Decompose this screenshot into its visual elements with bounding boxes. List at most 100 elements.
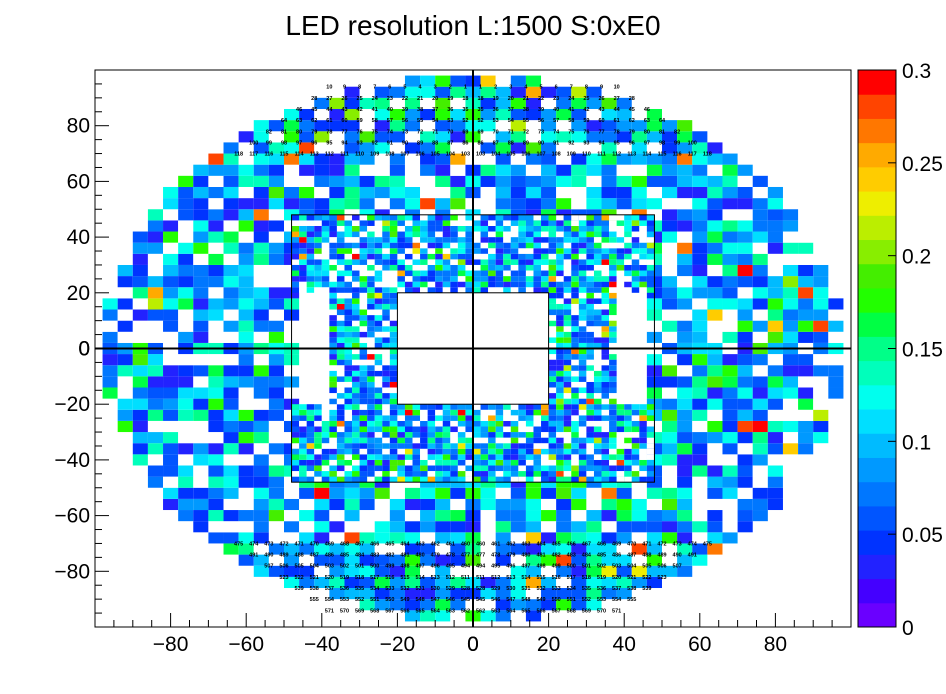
heatmap-cell <box>518 237 526 243</box>
heatmap-cell <box>352 404 360 410</box>
heatmap-cell <box>435 532 451 544</box>
heatmap-cell <box>616 420 625 427</box>
heatmap-cell <box>586 270 594 277</box>
heatmap-cell <box>321 476 330 483</box>
heatmap-cell <box>571 231 579 238</box>
heatmap-cell <box>352 214 360 221</box>
heatmap-cell <box>631 253 640 260</box>
heatmap-cell <box>435 599 451 611</box>
heatmap-cell <box>291 420 300 427</box>
heatmap-cell <box>828 331 844 343</box>
heatmap-cell <box>367 259 375 265</box>
heatmap-cell <box>593 387 602 394</box>
heatmap-cell <box>314 259 322 265</box>
heatmap-cell <box>488 220 496 226</box>
heatmap-cell <box>624 448 632 455</box>
heatmap-cell <box>722 320 738 332</box>
heatmap-cell <box>488 225 496 232</box>
heatmap-cell <box>291 476 300 483</box>
heatmap-cell <box>329 443 337 449</box>
cell-index-label: 569 <box>582 608 591 614</box>
colorbar-bin <box>858 457 896 483</box>
heatmap-cell <box>692 521 708 533</box>
heatmap-cell <box>737 510 753 522</box>
cell-index-label: 554 <box>612 597 622 603</box>
heatmap-cell <box>609 365 617 371</box>
heatmap-cell <box>435 164 451 176</box>
cell-index-label: 38 <box>523 107 529 113</box>
heatmap-cell <box>329 432 337 438</box>
heatmap-cell <box>571 120 587 132</box>
heatmap-cell <box>495 448 504 455</box>
heatmap-cell <box>352 448 360 455</box>
heatmap-cell <box>147 432 164 444</box>
heatmap-cell <box>457 432 466 438</box>
heatmap-cell <box>344 370 353 377</box>
heatmap-cell <box>367 404 375 410</box>
heatmap-cell <box>518 443 526 449</box>
heatmap-cell <box>178 287 194 299</box>
colorbar-bin <box>858 602 896 628</box>
heatmap-cell <box>563 459 572 466</box>
heatmap-cell <box>782 331 799 343</box>
heatmap-cell <box>352 454 360 460</box>
heatmap-cell <box>253 376 269 388</box>
heatmap-cell <box>359 532 375 544</box>
heatmap-cell <box>571 331 579 338</box>
cell-index-label: 18 <box>477 96 483 102</box>
heatmap-cell <box>510 214 519 221</box>
heatmap-cell <box>117 253 133 265</box>
heatmap-cell <box>132 287 148 299</box>
cell-index-label: 56 <box>402 118 408 124</box>
heatmap-cell <box>707 487 723 499</box>
heatmap-cell <box>457 225 466 232</box>
heatmap-cell <box>624 276 632 282</box>
heatmap-cell <box>518 426 526 433</box>
heatmap-cell <box>321 465 330 472</box>
heatmap-cell <box>707 354 723 366</box>
heatmap-cell <box>639 253 647 260</box>
heatmap-cell <box>314 443 322 449</box>
heatmap-cell <box>707 264 723 277</box>
heatmap-cell <box>344 287 353 293</box>
cell-index-label: 483 <box>567 553 576 559</box>
heatmap-cell <box>178 242 194 254</box>
heatmap-cell <box>495 432 504 438</box>
heatmap-cell <box>609 471 617 477</box>
heatmap-cell <box>457 404 466 410</box>
heatmap-cell <box>291 287 300 293</box>
heatmap-cell <box>427 214 436 221</box>
heatmap-cell <box>541 454 549 460</box>
heatmap-cell <box>646 186 662 199</box>
heatmap-cell <box>344 510 360 522</box>
heatmap-cell <box>178 443 194 455</box>
heatmap-cell <box>556 437 564 444</box>
heatmap-cell <box>692 242 708 254</box>
heatmap-cell <box>571 365 579 371</box>
heatmap-cell <box>329 259 337 265</box>
heatmap-cell <box>352 242 360 249</box>
heatmap-cell <box>631 576 647 589</box>
heatmap-cell <box>767 498 783 511</box>
heatmap-cell <box>737 387 753 399</box>
heatmap-cell <box>798 432 814 444</box>
heatmap-cell <box>329 320 337 327</box>
heatmap-cell <box>389 214 398 221</box>
cell-index-label: 470 <box>627 541 636 547</box>
heatmap-cell <box>299 281 307 288</box>
heatmap-cell <box>601 370 610 377</box>
heatmap-cell <box>662 409 678 421</box>
cell-index-label: 515 <box>400 575 409 581</box>
heatmap-cell <box>359 337 368 343</box>
heatmap-cell <box>616 532 632 544</box>
heatmap-cell <box>314 164 330 176</box>
heatmap-cell <box>450 437 458 444</box>
heatmap-cell <box>752 298 768 310</box>
heatmap-cell <box>336 248 345 254</box>
heatmap-cell <box>329 498 345 511</box>
heatmap-cell <box>578 448 587 455</box>
heatmap-cell <box>586 214 594 221</box>
heatmap-cell <box>480 532 496 544</box>
heatmap-cell <box>253 198 269 210</box>
heatmap-cell <box>223 186 239 199</box>
